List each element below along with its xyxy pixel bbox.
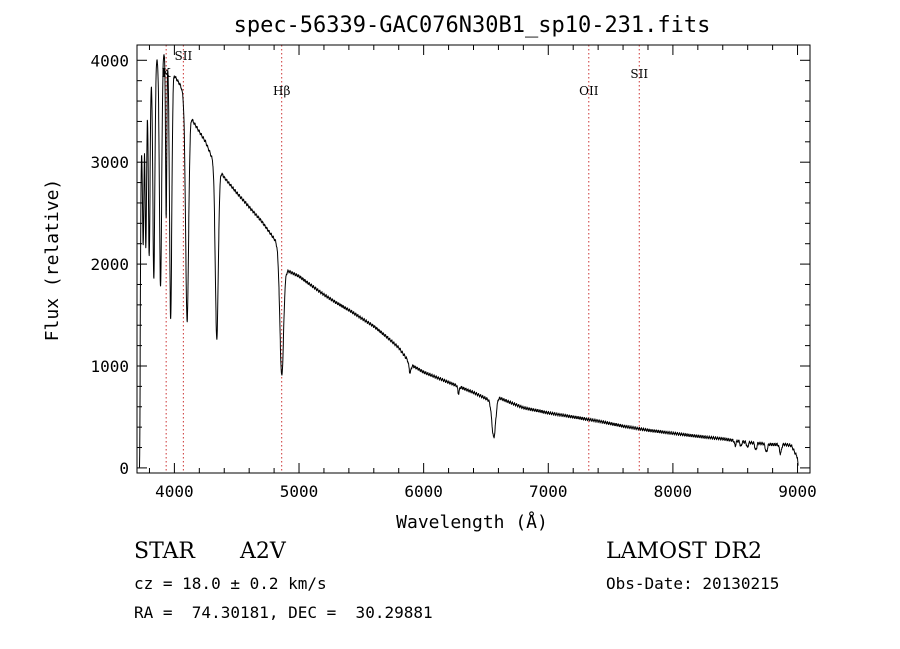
- line-marker-label: OII: [579, 84, 599, 98]
- y-tick-label: 1000: [90, 357, 129, 376]
- object-subclass: A2V: [240, 539, 286, 564]
- x-tick-label: 5000: [280, 482, 319, 501]
- x-tick-label: 9000: [778, 482, 817, 501]
- x-axis-label: Wavelength (Å): [396, 511, 548, 533]
- x-tick-label: 8000: [654, 482, 693, 501]
- line-marker-label: SII: [630, 67, 648, 81]
- object-class: STAR: [134, 539, 195, 564]
- survey-name: LAMOST DR2: [606, 539, 762, 564]
- x-axis: 4000 5000 6000 7000 8000 9000: [148, 45, 817, 501]
- y-axis: 0 1000 2000 3000 4000: [90, 51, 810, 478]
- spectrum-line: [139, 54, 799, 468]
- line-marker-label: SII: [175, 49, 193, 63]
- coordinates: RA = 74.30181, DEC = 30.29881: [134, 603, 433, 622]
- y-tick-label: 2000: [90, 255, 129, 274]
- x-tick-label: 7000: [529, 482, 568, 501]
- x-tick-label: 4000: [155, 482, 194, 501]
- line-marker-label: K: [162, 66, 172, 80]
- obs-date: Obs-Date: 20130215: [606, 574, 780, 593]
- y-axis-label: Flux (relative): [42, 179, 63, 342]
- y-tick-label: 4000: [90, 51, 129, 70]
- redshift-readout: cz = 18.0 ± 0.2 km/s: [134, 574, 327, 593]
- chart-title: spec-56339-GAC076N30B1_sp10-231.fits: [234, 13, 711, 38]
- x-tick-label: 6000: [404, 482, 443, 501]
- plot-frame: [136, 44, 811, 474]
- line-marker-label: Hβ: [273, 84, 290, 98]
- y-tick-label: 3000: [90, 153, 129, 172]
- y-tick-label: 0: [119, 459, 129, 478]
